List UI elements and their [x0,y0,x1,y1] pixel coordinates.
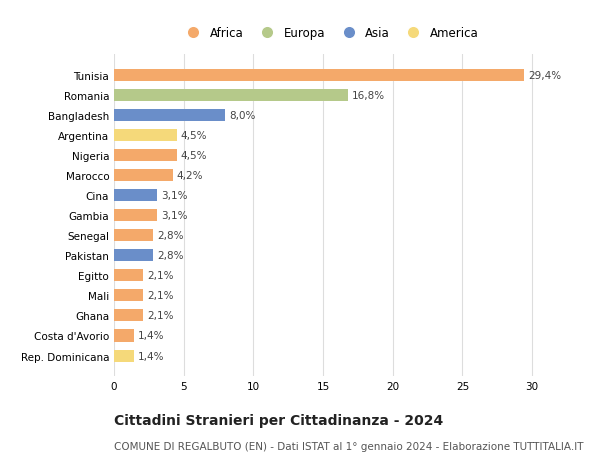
Bar [114,90,348,102]
Text: 16,8%: 16,8% [352,91,385,101]
Bar [114,150,177,162]
Bar [114,350,134,362]
Text: 3,1%: 3,1% [161,191,188,201]
Text: Cittadini Stranieri per Cittadinanza - 2024: Cittadini Stranieri per Cittadinanza - 2… [114,413,443,427]
Bar [114,290,143,302]
Text: 1,4%: 1,4% [137,331,164,341]
Bar [114,170,173,182]
Bar [114,330,134,342]
Text: 29,4%: 29,4% [528,71,561,81]
Text: 2,8%: 2,8% [157,231,184,241]
Text: 2,1%: 2,1% [148,291,174,301]
Text: 4,2%: 4,2% [177,171,203,181]
Text: 8,0%: 8,0% [230,111,256,121]
Bar [114,230,153,242]
Bar [114,270,143,282]
Text: 2,1%: 2,1% [148,311,174,321]
Bar [114,190,157,202]
Text: COMUNE DI REGALBUTO (EN) - Dati ISTAT al 1° gennaio 2024 - Elaborazione TUTTITAL: COMUNE DI REGALBUTO (EN) - Dati ISTAT al… [114,441,583,451]
Text: 4,5%: 4,5% [181,131,208,141]
Text: 2,8%: 2,8% [157,251,184,261]
Legend: Africa, Europa, Asia, America: Africa, Europa, Asia, America [176,22,484,45]
Text: 3,1%: 3,1% [161,211,188,221]
Text: 1,4%: 1,4% [137,351,164,361]
Text: 2,1%: 2,1% [148,271,174,281]
Bar [114,130,177,142]
Bar [114,310,143,322]
Bar [114,210,157,222]
Bar [114,70,524,82]
Text: 4,5%: 4,5% [181,151,208,161]
Bar [114,250,153,262]
Bar [114,110,226,122]
